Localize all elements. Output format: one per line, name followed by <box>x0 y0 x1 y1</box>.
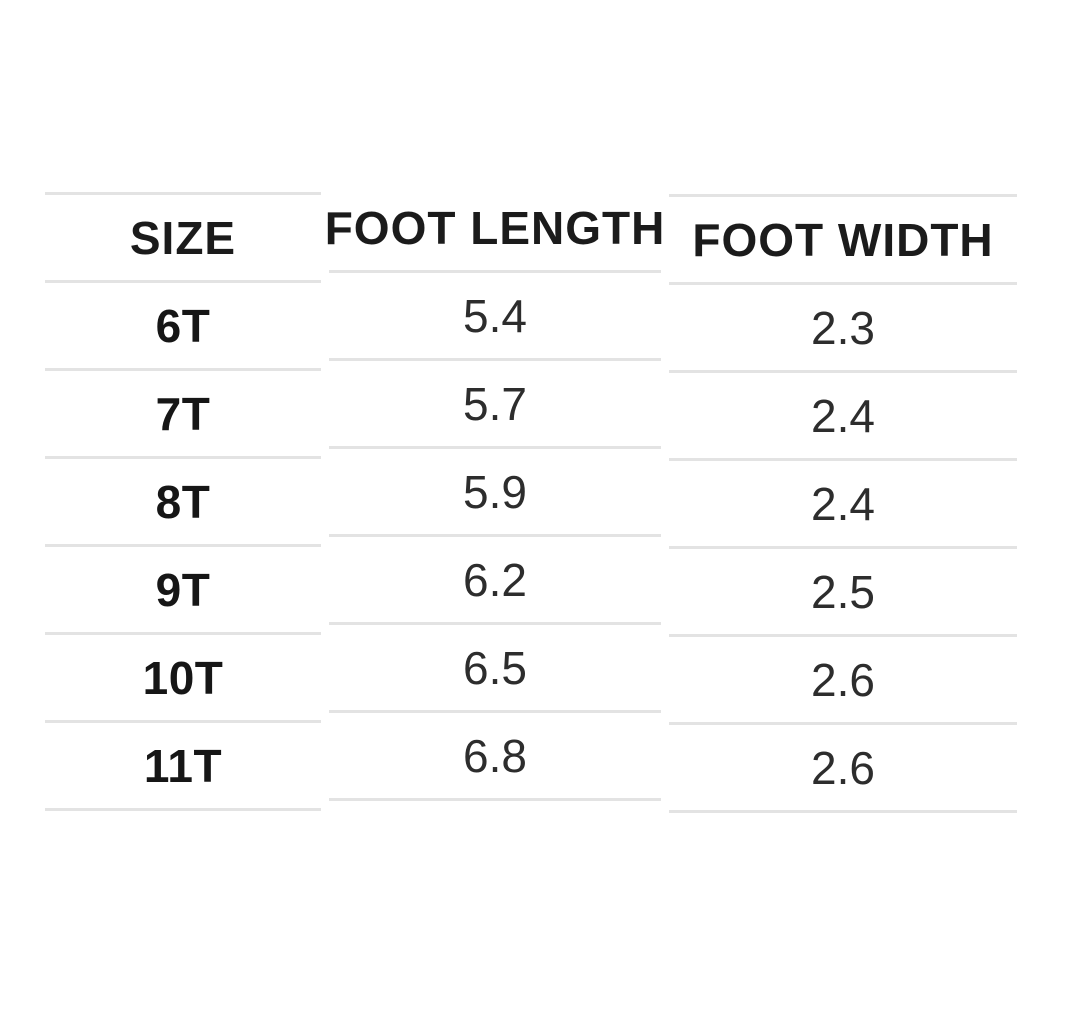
column-header-size: SIZE <box>45 195 321 283</box>
column-size: SIZE 6T 7T 8T 9T 10T 11T <box>45 192 321 811</box>
column-foot-length: FOOT LENGTH 5.4 5.7 5.9 6.2 6.5 6.8 <box>325 185 664 801</box>
column-header-foot-length: FOOT LENGTH <box>325 185 664 273</box>
foot-length-value: 6.8 <box>329 713 661 801</box>
size-cell: 7T <box>45 371 321 459</box>
column-header-foot-width: FOOT WIDTH <box>669 197 1017 285</box>
column-foot-width: FOOT WIDTH 2.3 2.4 2.4 2.5 2.6 2.6 <box>669 194 1017 813</box>
size-cell: 9T <box>45 547 321 635</box>
foot-length-value: 5.7 <box>329 361 661 449</box>
size-cell: 6T <box>45 283 321 371</box>
foot-length-value: 5.4 <box>329 273 661 361</box>
foot-length-value: 5.9 <box>329 449 661 537</box>
foot-width-value: 2.3 <box>669 285 1017 373</box>
foot-width-value: 2.4 <box>669 461 1017 549</box>
size-cell: 10T <box>45 635 321 723</box>
size-cell: 8T <box>45 459 321 547</box>
foot-width-value: 2.6 <box>669 637 1017 725</box>
size-cell: 11T <box>45 723 321 811</box>
foot-length-value: 6.5 <box>329 625 661 713</box>
foot-width-value: 2.4 <box>669 373 1017 461</box>
foot-length-value: 6.2 <box>329 537 661 625</box>
foot-width-value: 2.5 <box>669 549 1017 637</box>
foot-width-value: 2.6 <box>669 725 1017 813</box>
